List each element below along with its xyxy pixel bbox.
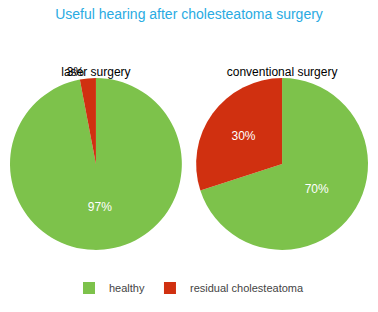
svg-text:laser surgery: laser surgery [61,65,130,79]
svg-text:70%: 70% [305,182,329,196]
svg-text:30%: 30% [231,129,255,143]
svg-text:conventional surgery: conventional surgery [227,65,338,79]
svg-text:residual cholesteatoma: residual cholesteatoma [190,282,304,294]
svg-text:Useful hearing after cholestea: Useful hearing after cholesteatoma surge… [55,6,323,22]
svg-text:healthy: healthy [109,282,145,294]
svg-text:3%: 3% [67,65,85,79]
svg-text:97%: 97% [88,200,112,214]
